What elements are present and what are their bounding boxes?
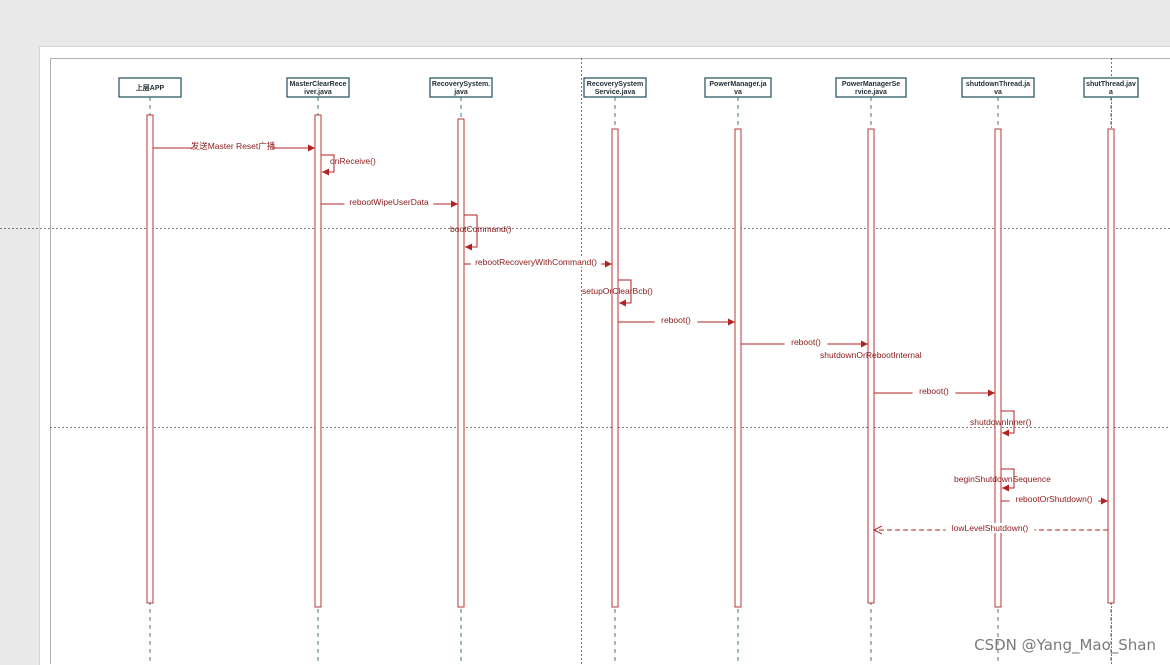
actor-label-sdt-0: shutdownThread.ja: [966, 81, 1030, 88]
actor-pm: PowerManager.java: [704, 77, 772, 98]
actor-rs: RecoverySystem.java: [429, 77, 493, 98]
activation-bars: [146, 114, 1115, 608]
self-call-arrow: [321, 154, 335, 176]
actor-label-pms-1: rvice.java: [855, 89, 887, 96]
activation-bar-pm: [734, 128, 742, 608]
message-label: reboot(): [919, 386, 949, 396]
message-label: 发送Master Reset广播: [191, 141, 276, 151]
actor-label-pms-0: PowerManagerSe: [842, 81, 900, 88]
self-call-arrow: [618, 279, 632, 307]
message-label-bg: [1009, 494, 1099, 504]
actor-label-rss-0: RecoverySystem: [587, 81, 643, 88]
messages: 发送Master Reset广播 onReceive() rebootWipeUse…: [153, 141, 1108, 533]
actor-label-pm-1: va: [734, 89, 742, 96]
actor-app: 上层APP: [118, 77, 182, 98]
message-label: reboot(): [661, 315, 691, 325]
message-label: beginShutdownSequence: [954, 474, 1051, 484]
self-call-arrow: [464, 214, 478, 251]
message-label: rebootRecoveryWithCommand(): [475, 257, 597, 267]
message-label: onReceive(): [330, 156, 376, 166]
message-label-bg: [344, 197, 434, 207]
activation-bar-rss: [611, 128, 619, 608]
actor-label-pm-0: PowerManager.ja: [709, 81, 766, 88]
message-label-bg: [912, 386, 956, 396]
actor-label-rs-1: java: [453, 89, 468, 96]
message-label: shutdownInner(): [970, 417, 1032, 427]
actor-label-app-0: 上层APP: [136, 83, 165, 92]
activation-bar-pms: [867, 128, 875, 604]
message-label-bg: [945, 523, 1035, 533]
activation-bar-rs: [457, 118, 465, 608]
actor-label-st-0: shutThread.jav: [1086, 81, 1136, 88]
actor-label-sdt-1: va: [994, 89, 1002, 96]
activation-bar-st: [1107, 128, 1115, 604]
message-label-bg: [470, 257, 602, 267]
page-break-lines: [0, 58, 1170, 664]
message-label: rebootOrShutdown(): [1015, 494, 1092, 504]
self-call-arrow: [1001, 410, 1015, 437]
message-label-bg: [654, 315, 698, 325]
message-label: setupOrClearBcb(): [582, 286, 653, 296]
actor-label-mcr-1: iver.java: [304, 89, 332, 96]
diagram-frame: [50, 58, 1170, 664]
message-label: rebootWipeUserData: [349, 197, 429, 207]
message-label: shutdownOrRebootInternal: [820, 350, 922, 360]
message-label: lowLevelShutdown(): [952, 523, 1029, 533]
actor-sdt: shutdownThread.java: [961, 77, 1035, 98]
activation-bar-app: [146, 114, 154, 604]
message-label-bg: [784, 337, 828, 347]
self-call-arrow: [1001, 468, 1015, 492]
message-label: reboot(): [791, 337, 821, 347]
watermark: CSDN @Yang_Mao_Shan: [974, 636, 1156, 654]
actor-label-rss-1: Service.java: [595, 89, 636, 96]
lifelines: [149, 97, 1112, 664]
actor-label-rs-0: RecoverySystem.: [432, 81, 490, 88]
actor-label-st-1: a: [1109, 89, 1113, 96]
actor-st: shutThread.java: [1083, 77, 1139, 98]
message-label-bg: [193, 141, 273, 151]
message-label: bootCommand(): [450, 224, 512, 234]
activation-bar-mcr: [314, 114, 322, 608]
actor-label-mcr-0: MasterClearRece: [290, 81, 347, 88]
activation-bar-sdt: [994, 128, 1002, 608]
